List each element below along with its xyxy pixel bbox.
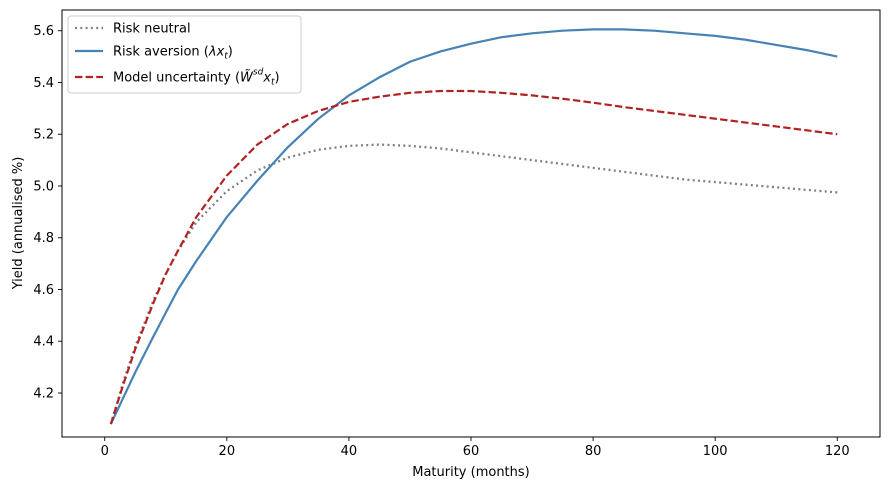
y-axis-label: Yield (annualised %) (11, 157, 26, 291)
series-line-dashed (109, 89, 838, 425)
y-tick-label: 4.4 (33, 335, 54, 350)
x-tick-label: 80 (585, 444, 602, 459)
legend: Risk neutral Risk aversion (λxt) Model unc… (67, 15, 302, 94)
y-tick-label: 4.6 (33, 283, 54, 298)
y-tick-label: 5.4 (33, 76, 54, 91)
y-tick-label: 5.2 (33, 128, 54, 143)
legend-label: Risk aversion (λxt) (113, 45, 233, 62)
y-tick-label: 5.6 (33, 24, 54, 39)
legend-label: Risk neutral (113, 22, 191, 37)
x-tick-label: 40 (341, 444, 358, 459)
y-tick-label: 4.8 (33, 231, 54, 246)
series-line-dotted (109, 143, 838, 425)
y-tick-label: 5.0 (33, 179, 54, 194)
ticks-layer: 0 20 40 60 80 100 120 4.2 4.4 4.6 4.8 5.0 5.2 5.4 5.6 (33, 24, 849, 459)
legend-box (67, 15, 302, 94)
x-tick-label: 100 (703, 444, 728, 459)
series-line-solid (109, 28, 838, 425)
x-tick-label: 20 (219, 444, 236, 459)
legend-label: Model uncertainty (W̃sdxt) (113, 68, 280, 88)
y-tick-label: 4.2 (33, 387, 54, 402)
x-tick-label: 60 (463, 444, 480, 459)
x-tick-label: 0 (101, 444, 109, 459)
x-axis-label: Maturity (months) (412, 465, 530, 480)
series-layer (109, 28, 838, 425)
x-tick-label: 120 (825, 444, 850, 459)
